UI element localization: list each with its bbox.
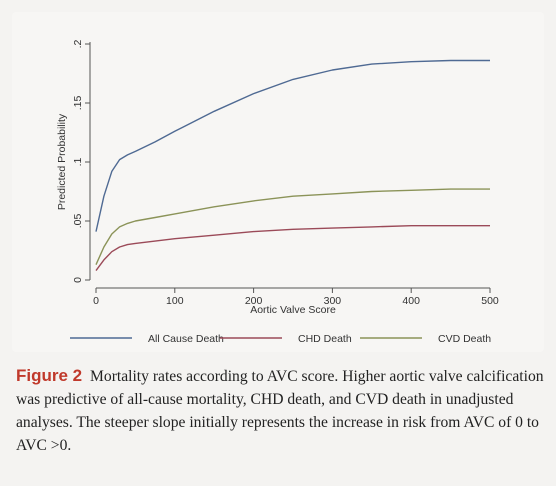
y-tick-label: .15 — [72, 96, 84, 111]
series-line-all-cause-death — [95, 59, 490, 232]
line-chart: 0 .05 .1 .15 .2 0 100 200 300 400 500 Aortic Valve … — [56, 39, 499, 345]
figure-caption: Figure 2 Mortality rates according to AV… — [16, 364, 546, 457]
y-tick-label: .2 — [72, 39, 84, 48]
chart-area: 0 .05 .1 .15 .2 0 100 200 300 400 500 Aortic Valve … — [12, 12, 544, 352]
x-tick-label: 0 — [93, 295, 99, 307]
x-tick-label: 300 — [324, 295, 342, 307]
x-tick-label: 100 — [166, 295, 184, 307]
y-tick-label: .1 — [72, 157, 84, 166]
series-line-cvd-death — [95, 188, 490, 265]
figure-label: Figure 2 — [16, 366, 83, 385]
y-tick-label: 0 — [72, 277, 84, 283]
legend-label: CHD Death — [298, 333, 352, 345]
x-tick-label: 400 — [402, 295, 420, 307]
x-tick-label: 500 — [481, 295, 499, 307]
legend-label: All Cause Death — [148, 333, 224, 345]
legend-label: CVD Death — [438, 333, 491, 345]
y-axis-label: Predicted Probability — [56, 113, 68, 210]
y-tick-label: .05 — [72, 214, 84, 229]
series-line-chd-death — [95, 224, 490, 272]
x-tick-label: 200 — [245, 295, 263, 307]
x-axis-label: Aortic Valve Score — [250, 304, 336, 316]
caption-text: Mortality rates according to AVC score. … — [16, 368, 544, 454]
